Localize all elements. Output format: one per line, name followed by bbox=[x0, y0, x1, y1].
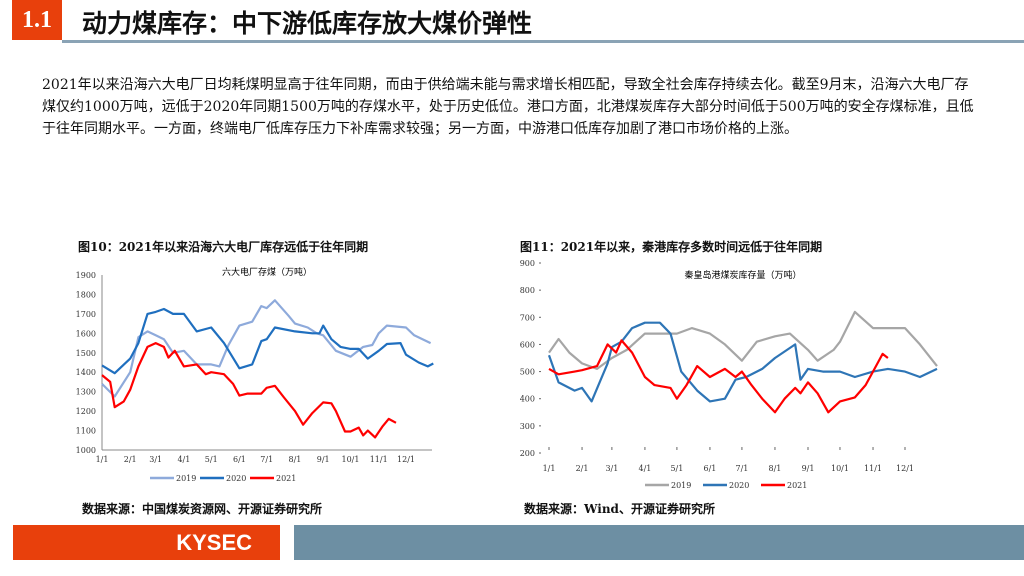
x-tick-label: 4/1 bbox=[638, 464, 651, 473]
x-tick-label: 6/1 bbox=[704, 464, 717, 473]
x-tick-label: 10/1 bbox=[341, 455, 359, 464]
x-tick-label: 4/1 bbox=[177, 455, 190, 464]
series-line-2019 bbox=[548, 310, 938, 371]
x-tick-label: 5/1 bbox=[670, 464, 683, 473]
y-tick-label: 200 bbox=[520, 449, 535, 458]
x-tick-label: 7/1 bbox=[260, 455, 273, 464]
x-tick-label: 2/1 bbox=[124, 455, 137, 464]
x-tick-label: 10/1 bbox=[831, 464, 849, 473]
y-tick-label: 1200 bbox=[76, 407, 96, 416]
x-tick-label: 3/1 bbox=[605, 464, 618, 473]
chart1-source: 数据来源：中国煤炭资源网、开源证券研究所 bbox=[82, 502, 323, 516]
y-tick-label: 800 bbox=[520, 286, 535, 295]
chart2-caption: 图11：2021年以来，秦港库存多数时间远低于往年同期 bbox=[520, 240, 823, 254]
legend-label: 2019 bbox=[176, 474, 196, 483]
legend-label: 2020 bbox=[226, 474, 246, 483]
y-tick-label: 1800 bbox=[76, 290, 96, 299]
x-tick-label: 9/1 bbox=[317, 455, 330, 464]
x-tick-label: 3/1 bbox=[149, 455, 162, 464]
series-line-2020 bbox=[101, 307, 434, 375]
y-tick-label: 400 bbox=[520, 395, 535, 404]
chart-title: 秦皇岛港煤炭库存量（万吨） bbox=[684, 269, 801, 281]
chart1-caption: 图10：2021年以来沿海六大电厂库存远低于往年同期 bbox=[78, 240, 369, 254]
legend-label: 2020 bbox=[729, 481, 749, 490]
x-tick-label: 6/1 bbox=[233, 455, 246, 464]
summary-paragraph: 2021年以来沿海六大电厂日均耗煤明显高于往年同期，而由于供给端未能与需求增长相… bbox=[42, 77, 974, 137]
y-tick-label: 500 bbox=[520, 368, 535, 377]
x-tick-label: 1/1 bbox=[543, 464, 556, 473]
x-tick-label: 5/1 bbox=[205, 455, 218, 464]
y-tick-label: 1700 bbox=[76, 310, 96, 319]
x-tick-label: 12/1 bbox=[397, 455, 415, 464]
x-tick-label: 1/1 bbox=[96, 455, 109, 464]
chart2-qinhuangdao-inventory: 秦皇岛港煤炭库存量（万吨） 200 300 400 500 600 700 800 900 1/1… bbox=[520, 259, 938, 490]
series-line-2020 bbox=[547, 321, 938, 403]
y-tick-label: 1500 bbox=[76, 349, 96, 358]
y-tick-label: 1300 bbox=[76, 388, 96, 397]
series-line-2021 bbox=[548, 339, 889, 414]
series-line-2019 bbox=[101, 299, 432, 398]
y-tick-label: 1900 bbox=[76, 271, 96, 280]
header-divider bbox=[62, 40, 1024, 43]
series-line-2021 bbox=[101, 341, 397, 439]
y-tick-label: 600 bbox=[520, 340, 535, 349]
y-tick-label: 1600 bbox=[76, 329, 96, 338]
y-tick-label: 900 bbox=[520, 259, 535, 268]
y-tick-label: 700 bbox=[520, 313, 535, 322]
chart1-power-plant-inventory: 六大电厂存煤（万吨） 1000 1100 1200 1300 1400 1500 1600 17… bbox=[76, 266, 434, 483]
x-tick-label: 8/1 bbox=[769, 464, 782, 473]
section-number: 1.1 bbox=[12, 0, 62, 40]
legend-label: 2021 bbox=[787, 481, 807, 490]
y-tick-label: 300 bbox=[520, 422, 535, 431]
y-tick-label: 1400 bbox=[76, 368, 96, 377]
x-tick-label: 7/1 bbox=[735, 464, 748, 473]
kysec-logo: KYSEC bbox=[13, 525, 280, 560]
x-tick-label: 9/1 bbox=[802, 464, 815, 473]
footer-bar bbox=[294, 525, 1024, 560]
y-tick-label: 1100 bbox=[76, 427, 96, 436]
x-tick-label: 11/1 bbox=[370, 455, 388, 464]
chart2-source: 数据来源：Wind、开源证券研究所 bbox=[524, 502, 715, 516]
legend-label: 2021 bbox=[276, 474, 296, 483]
chart-title: 六大电厂存煤（万吨） bbox=[222, 266, 312, 278]
x-tick-label: 2/1 bbox=[576, 464, 589, 473]
y-tick-label: 1000 bbox=[76, 446, 96, 455]
x-tick-label: 12/1 bbox=[896, 464, 914, 473]
page-title: 动力煤库存：中下游低库存放大煤价弹性 bbox=[82, 9, 533, 38]
x-tick-label: 8/1 bbox=[289, 455, 302, 464]
legend-label: 2019 bbox=[671, 481, 691, 490]
x-tick-label: 11/1 bbox=[864, 464, 882, 473]
